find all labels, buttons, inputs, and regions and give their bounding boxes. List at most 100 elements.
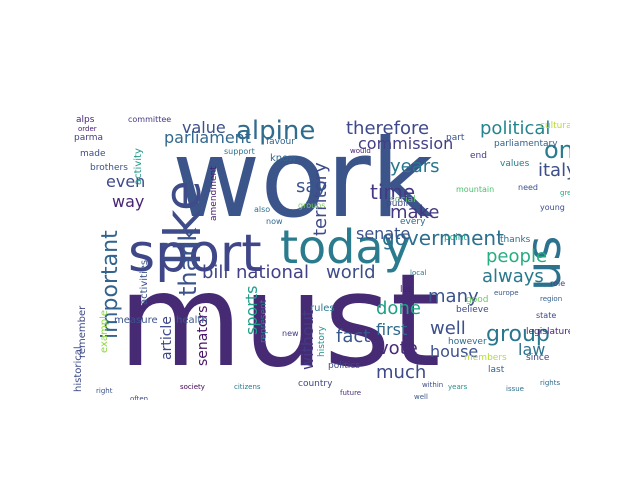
word-new: new xyxy=(282,329,299,338)
word-always: always xyxy=(482,266,544,287)
word-however: however xyxy=(448,337,487,347)
word-history: history xyxy=(317,326,327,357)
word-rules: rules xyxy=(310,303,335,314)
word-one: one xyxy=(544,136,570,164)
word-good: good xyxy=(466,295,489,305)
word-territory: territory xyxy=(310,162,331,236)
word-brothers: brothers xyxy=(90,163,128,173)
word-issue: issue xyxy=(506,385,524,393)
word-region: region xyxy=(540,295,563,303)
word-parliamentary: parliamentary xyxy=(494,139,558,149)
word-part: part xyxy=(446,133,465,143)
word-article: article xyxy=(159,316,175,360)
word-within: within xyxy=(422,381,444,389)
word-house: house xyxy=(430,342,479,361)
word-sports: sports xyxy=(242,285,261,335)
word-activities: activities xyxy=(139,259,150,305)
word-people: people xyxy=(486,246,548,267)
word-national: national xyxy=(236,262,309,283)
word-sport: sport xyxy=(128,224,262,284)
word-senate: senate xyxy=(356,224,411,243)
word-right: right xyxy=(96,387,113,395)
word-health: health xyxy=(176,315,208,326)
word-committee: committee xyxy=(128,115,172,124)
word-world: world xyxy=(326,262,376,283)
word-politics: politics xyxy=(328,361,360,371)
word-country: country xyxy=(298,379,333,389)
word-local: local xyxy=(410,269,427,277)
word-order: order xyxy=(78,125,97,133)
word-therefore: therefore xyxy=(346,118,430,139)
word-make: make xyxy=(390,202,440,223)
word-done: done xyxy=(376,298,421,319)
word-much: much xyxy=(376,362,427,383)
word-government: government xyxy=(382,226,504,250)
word-now: now xyxy=(266,217,283,226)
word-time: time xyxy=(370,180,416,204)
word-point: point xyxy=(444,233,467,243)
word-first: first xyxy=(376,320,408,339)
word-know: know xyxy=(270,153,297,164)
word-let: let xyxy=(400,285,412,295)
word-values: values xyxy=(500,159,530,169)
word-social: social xyxy=(390,195,416,205)
word-every: every xyxy=(400,217,426,227)
word-work: work xyxy=(172,117,434,242)
word-favour: favour xyxy=(266,137,295,147)
word-law: law xyxy=(518,340,546,359)
word-years: years xyxy=(390,156,440,177)
word-rights: rights xyxy=(540,379,561,387)
word-say: say xyxy=(296,176,328,197)
word-years: years xyxy=(448,383,468,391)
word-example: example xyxy=(99,309,110,353)
word-italy: italy xyxy=(538,160,570,181)
word-great: great xyxy=(560,189,570,197)
word-members: members xyxy=(464,353,507,363)
word-thanks: thanks xyxy=(500,235,531,245)
word-role: role xyxy=(550,279,566,288)
word-also: also xyxy=(254,205,271,214)
word-many: many xyxy=(428,286,479,307)
word-alps: alps xyxy=(76,115,95,125)
word-europe: europe xyxy=(494,289,519,297)
word-society: society xyxy=(180,383,205,391)
word-parma: parma xyxy=(74,133,104,143)
word-without: without xyxy=(298,309,317,370)
word-thank: thank xyxy=(174,227,202,296)
word-today: today xyxy=(280,220,411,274)
word-measure: measure xyxy=(114,315,158,326)
word-alpine: alpine xyxy=(236,116,316,146)
word-must: must xyxy=(118,247,441,396)
word-need: need xyxy=(518,183,538,192)
word-often: often xyxy=(130,395,149,401)
word-represent: represent xyxy=(259,299,269,343)
word-parliament: parliament xyxy=(164,128,252,147)
word-group: group xyxy=(486,322,550,347)
word-commission: commission xyxy=(358,134,454,153)
word-well: well xyxy=(414,393,428,401)
word-groups: groups xyxy=(298,201,326,210)
word-value: value xyxy=(182,118,226,137)
word-last: last xyxy=(488,365,505,375)
word-bill: bill xyxy=(202,262,229,283)
word-citizens: citizens xyxy=(234,383,261,391)
word-way: way xyxy=(112,192,145,211)
word-vote: vote xyxy=(378,338,418,359)
word-future: future xyxy=(340,389,362,397)
word-well: well xyxy=(430,318,466,339)
word-mountain: mountain xyxy=(456,185,495,194)
word-believe: believe xyxy=(456,305,489,315)
word-legislature: legislature xyxy=(526,327,570,337)
word-amendment: amendment xyxy=(209,166,219,221)
word-state: state xyxy=(536,311,557,320)
word-support: support xyxy=(224,147,255,156)
word-since: since xyxy=(526,353,550,363)
word-public: public xyxy=(386,199,414,209)
word-political: political xyxy=(480,118,551,139)
word-activity: activity xyxy=(133,148,144,185)
word-cloud: must work great sport today like us alpine thank… xyxy=(70,100,570,400)
word-cultural: cultural xyxy=(540,121,570,131)
word-made: made xyxy=(80,149,106,159)
word-remember: remember xyxy=(77,305,88,358)
